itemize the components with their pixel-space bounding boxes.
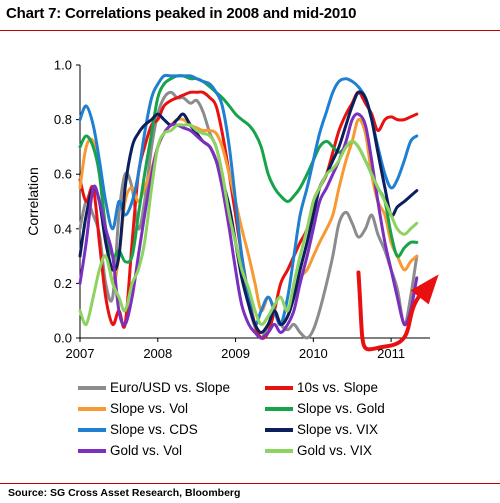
legend-label: Slope vs. VIX	[297, 422, 378, 437]
source-note: Source: SG Cross Asset Research, Bloombe…	[8, 487, 241, 499]
y-tick-label: 1.0	[54, 58, 72, 73]
legend-label: 10s vs. Slope	[297, 380, 378, 395]
annotation-arrow	[356, 270, 439, 352]
title-divider	[0, 30, 500, 31]
page-title: Chart 7: Correlations peaked in 2008 and…	[6, 5, 357, 22]
y-tick-labels: 0.0 0.2 0.4 0.6 0.8 1.0	[54, 58, 72, 346]
y-tick-label: 0.4	[54, 221, 72, 236]
y-tick-label: 0.6	[54, 167, 72, 182]
y-tick-label: 0.2	[54, 276, 72, 291]
y-axis-label: Correlation	[25, 167, 41, 235]
x-tick-label: 2007	[66, 346, 95, 361]
y-tick-label: 0.0	[54, 331, 72, 346]
legend-label: Euro/USD vs. Slope	[110, 380, 230, 395]
source-divider	[0, 483, 500, 484]
legend-label: Gold vs. VIX	[297, 443, 372, 458]
annotation-arrow-head	[410, 274, 439, 305]
series-line-gold-vs-vol	[78, 112, 419, 340]
y-tick-label: 0.8	[54, 112, 72, 127]
x-tick-label: 2010	[299, 346, 328, 361]
series-lines	[78, 73, 419, 340]
legend-label: Slope vs. CDS	[110, 422, 198, 437]
correlation-chart: 0.00.20.40.60.81.0 2007 2008 2009 2010 2011 …	[25, 58, 439, 458]
legend-label: Gold vs. Vol	[110, 443, 182, 458]
legend-label: Slope vs. Vol	[110, 401, 188, 416]
x-tick-labels: 2007 2008 2009 2010 2011	[66, 346, 406, 361]
legend-label: Slope vs. Gold	[297, 401, 385, 416]
annotation-arrow-shaft	[356, 270, 423, 352]
series-line-gold-vs-vix	[78, 123, 419, 327]
series-line-slope-vs-cds	[78, 73, 419, 327]
chart-axes	[76, 64, 430, 342]
legend: Euro/USD vs. Slope 10s vs. Slope Slope vs.…	[78, 380, 385, 458]
x-tick-label: 2011	[377, 346, 405, 361]
x-tick-label: 2009	[221, 346, 250, 361]
series-line-slope-vs-vol	[78, 117, 419, 326]
series-line-slope-vs-vix	[78, 90, 419, 334]
x-tick-label: 2008	[143, 346, 172, 361]
